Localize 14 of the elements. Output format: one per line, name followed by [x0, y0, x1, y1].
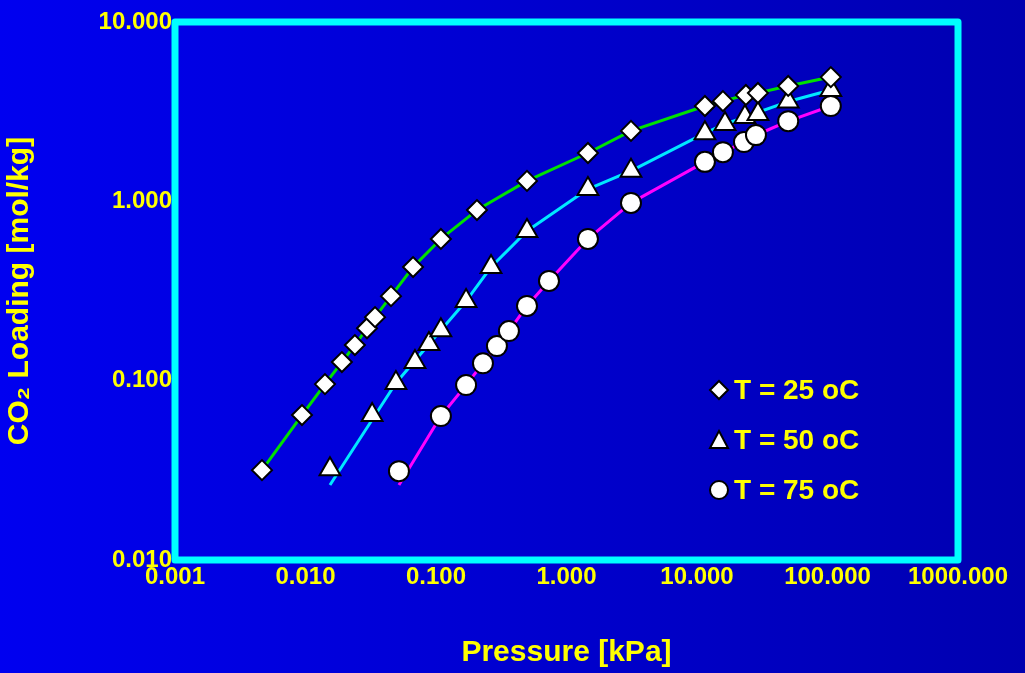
x-tick-label: 10.000 — [660, 562, 734, 590]
x-tick-label: 0.010 — [275, 562, 336, 590]
y-tick-label: 10.000 — [98, 6, 172, 34]
x-tick-label: 0.100 — [405, 562, 467, 590]
y-axis-title: CO₂ Loading [mol/kg] — [1, 136, 35, 446]
legend-label: T = 25 oC — [734, 374, 860, 406]
y-tick-label: 1.000 — [111, 185, 172, 213]
y-tick-label: 0.100 — [111, 365, 172, 393]
x-tick-label: 1000.000 — [907, 562, 1009, 590]
legend-label: T = 75 oC — [734, 474, 860, 506]
x-tick-label: 100.000 — [784, 562, 871, 590]
x-tick-label: 1.000 — [536, 562, 597, 590]
x-axis-title: Pressure [kPa] — [461, 634, 672, 668]
legend-label: T = 50 oC — [734, 424, 860, 456]
